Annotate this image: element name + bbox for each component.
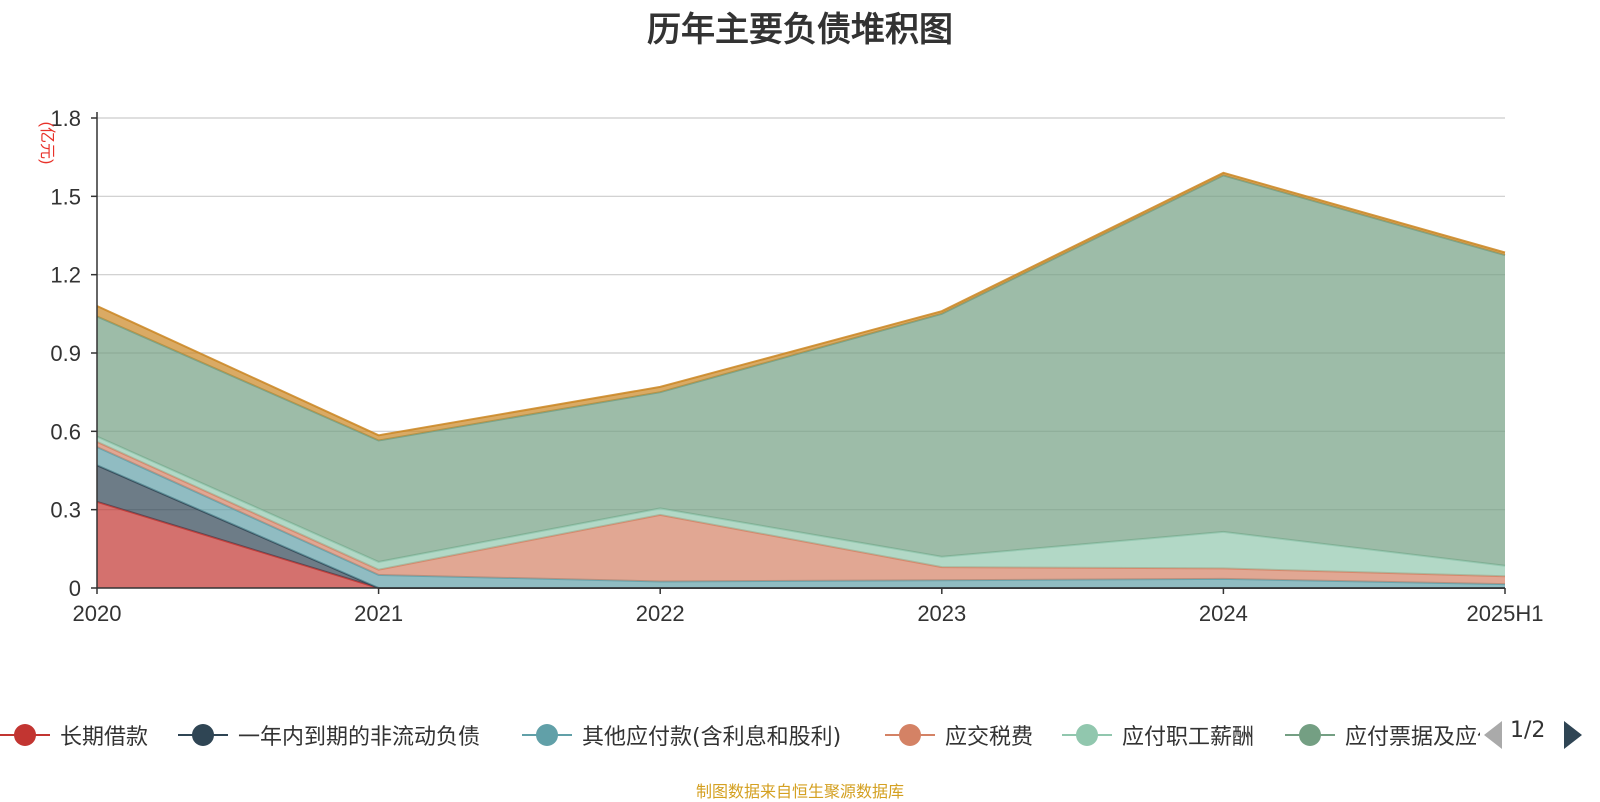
x-tick-label: 2024 [1199,601,1248,626]
legend-item-current-noncurrent-liabilities[interactable]: 一年内到期的非流动负债 [178,715,480,755]
x-tick-label: 2025H1 [1466,601,1543,626]
legend-label: 应付票据及应付账款 [1345,725,1480,750]
legend-next-page-icon[interactable] [1564,721,1582,749]
legend-label: 应付职工薪酬 [1122,725,1255,750]
area-series-5 [97,175,1505,566]
legend-clip: 应付票据及应付账款 [1265,715,1480,755]
legend-marker-icon [0,720,50,750]
x-tick-label: 2021 [354,601,403,626]
legend-marker-icon [885,720,935,750]
legend-label: 一年内到期的非流动负债 [238,725,481,750]
legend-item-other-payables[interactable]: 其他应付款(含利息和股利) [522,715,841,755]
legend-prev-page-icon[interactable] [1484,721,1502,749]
x-tick-label: 2020 [73,601,122,626]
x-tick-label: 2023 [917,601,966,626]
x-tick-label: 2022 [636,601,685,626]
legend: 长期借款 一年内到期的非流动负债 其他应付款(含利息和股利) 应交税费 应付职工… [0,715,1600,755]
legend-item-long-term-loan[interactable]: 长期借款 [0,715,148,755]
legend-marker-icon [1062,720,1112,750]
legend-page-indicator: 1/2 [1510,718,1546,743]
legend-item-taxes-payable[interactable]: 应交税费 [885,715,1033,755]
y-tick-label: 0.6 [50,419,81,444]
area-series-3 [97,441,1505,585]
legend-marker-icon [1285,720,1335,750]
legend-item-notes-accounts-payable[interactable]: 应付票据及应付账款 [1285,715,1480,755]
legend-marker-icon [522,720,572,750]
data-source-note: 制图数据来自恒生聚源数据库 [695,782,904,801]
legend-label: 其他应付款(含利息和股利) [582,725,842,750]
y-tick-label: 1.2 [50,263,81,288]
legend-marker-icon [178,720,228,750]
y-tick-label: 0 [69,576,81,601]
area-series-0 [97,501,1505,588]
series-line-6 [96,171,1506,437]
legend-label: 应交税费 [945,725,1034,750]
y-tick-label: 0.3 [50,498,81,523]
y-tick-label: 0.9 [50,341,81,366]
y-tick-label: 1.5 [50,184,81,209]
y-axis-label: (亿元) [38,122,56,165]
legend-label: 长期借款 [60,725,149,750]
y-tick-label: 1.8 [50,106,81,131]
chart-title: 历年主要负债堆积图 [647,10,953,50]
area-series-4 [97,436,1505,577]
legend-item-employee-payables[interactable]: 应付职工薪酬 [1062,715,1254,755]
